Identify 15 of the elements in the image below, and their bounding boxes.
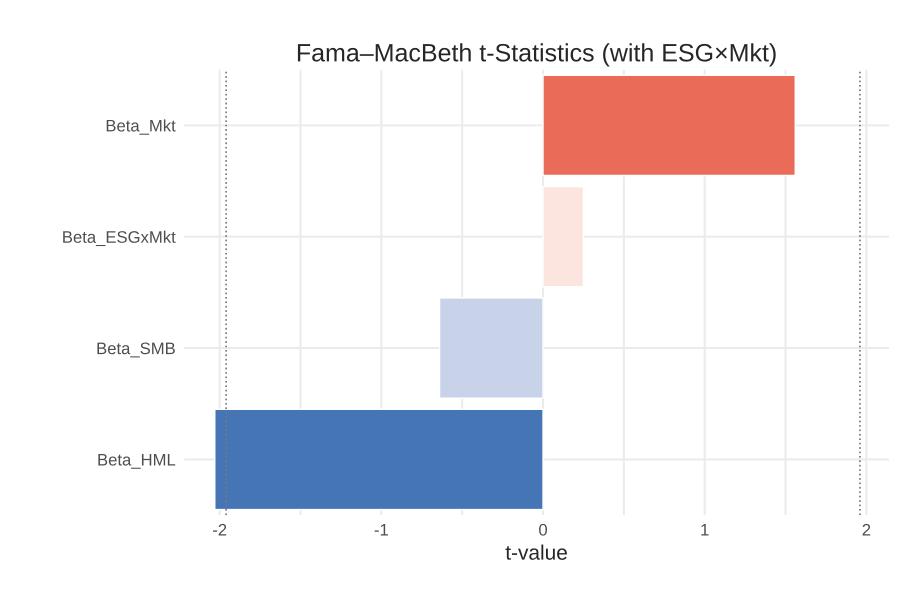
bar	[214, 408, 544, 510]
x-axis-title: t-value	[506, 544, 567, 560]
y-tick-label: Beta_ESGxMkt	[63, 230, 176, 246]
x-tick-label: 0	[539, 524, 548, 536]
y-tick-label: Beta_SMB	[97, 342, 175, 358]
x-tick-label: -1	[374, 524, 388, 536]
y-tick-label: Beta_Mkt	[106, 119, 176, 135]
x-tick-label: 2	[862, 524, 870, 536]
bar	[438, 297, 544, 399]
chart-title: Fama–MacBeth t-Statistics (with ESG×Mkt)	[298, 43, 776, 67]
bar	[542, 74, 796, 176]
x-tick-label: -2	[212, 524, 226, 536]
y-tick-label: Beta_HML	[98, 454, 176, 469]
x-tick-label: 1	[701, 524, 709, 536]
bar	[542, 186, 584, 288]
